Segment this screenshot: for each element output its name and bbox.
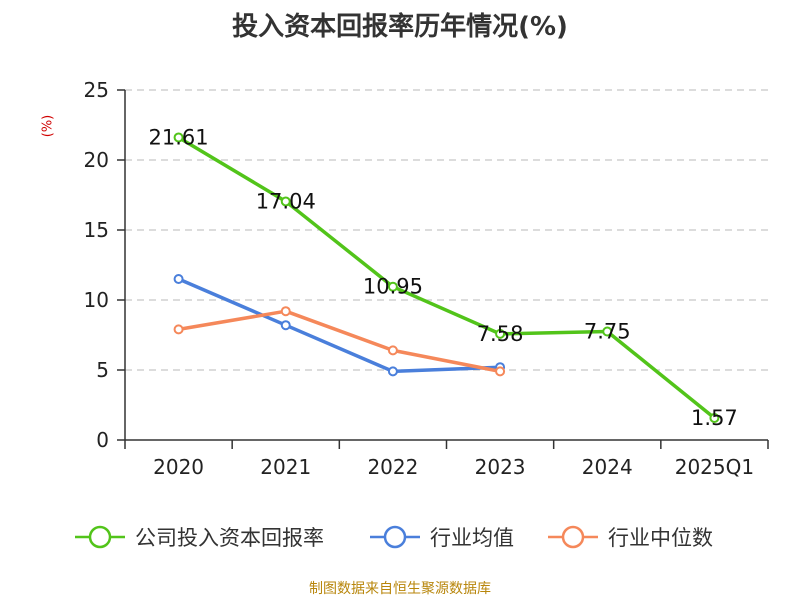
x-tick-label: 2024 (582, 455, 633, 479)
legend-label-1: 行业均值 (430, 526, 514, 550)
x-tick-label: 2020 (153, 455, 204, 479)
data-point (495, 328, 506, 339)
series-line-1 (176, 277, 502, 374)
data-point (602, 326, 613, 337)
data-source-note: 制图数据来自恒生聚源数据库 (309, 581, 491, 597)
series-lines (173, 132, 720, 424)
y-tick-label: 15 (84, 218, 109, 242)
x-tick-label: 2025Q1 (675, 455, 754, 479)
data-point (173, 132, 184, 143)
data-label: 17.04 (256, 189, 316, 213)
x-tick-label: 2021 (260, 455, 311, 479)
data-point (709, 413, 720, 424)
y-tick-label: 20 (84, 148, 109, 172)
data-point (280, 306, 291, 317)
series-line-2 (176, 309, 502, 374)
legend-label-2: 行业中位数 (608, 526, 713, 550)
x-tick-label: 2023 (475, 455, 526, 479)
data-point (387, 345, 398, 356)
legend-marker-2 (561, 525, 585, 549)
data-point (387, 281, 398, 292)
legend-marker-0 (88, 525, 112, 549)
data-point (173, 324, 184, 335)
legend-label-0: 公司投入资本回报率 (135, 526, 324, 550)
data-point (495, 366, 506, 377)
legend[interactable]: 公司投入资本回报率 行业均值 行业中位数 (75, 525, 713, 550)
axes: 0 5 10 15 20 25 2020 2021 2022 2023 2024 2025Q1 (84, 78, 769, 479)
data-label: 21.61 (149, 125, 209, 149)
data-labels: 21.61 17.04 10.95 7.58 7.75 1.57 (149, 125, 738, 430)
series-line-0 (176, 135, 717, 420)
chart-title: 投入资本回报率历年情况(%) (232, 12, 568, 42)
grid-lines (125, 89, 768, 371)
data-label: 7.75 (584, 320, 631, 344)
data-point (280, 196, 291, 207)
data-point (173, 274, 184, 284)
legend-marker-1 (383, 525, 407, 549)
data-point (387, 366, 398, 377)
data-label: 1.57 (691, 406, 738, 430)
y-tick-label: 25 (84, 78, 109, 102)
x-tick-label: 2022 (367, 455, 418, 479)
data-label: 7.58 (477, 322, 524, 346)
data-point (280, 320, 291, 331)
data-label: 10.95 (363, 275, 423, 299)
y-tick-label: 5 (96, 358, 109, 382)
y-tick-label: 10 (84, 288, 109, 312)
y-tick-label: 0 (96, 428, 109, 452)
